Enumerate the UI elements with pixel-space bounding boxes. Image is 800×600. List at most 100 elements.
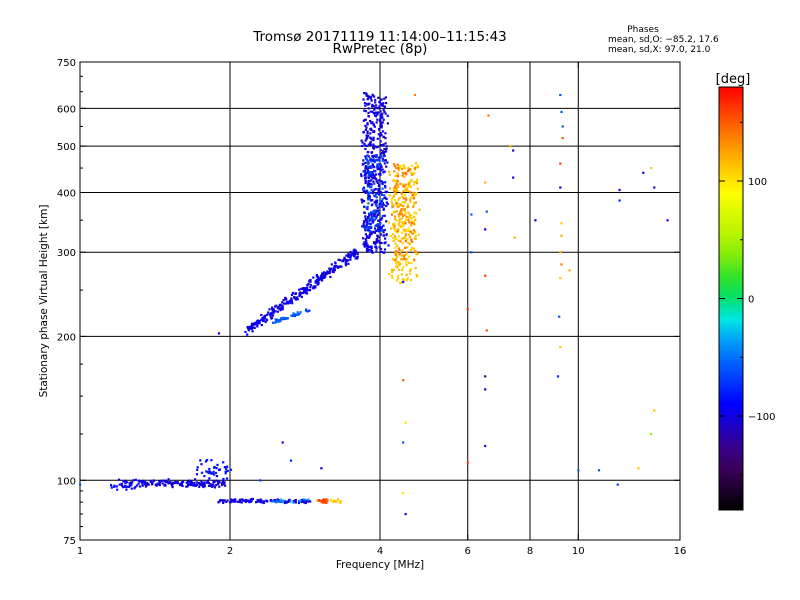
data-point bbox=[398, 166, 401, 169]
data-point bbox=[328, 271, 331, 275]
data-point bbox=[272, 500, 275, 503]
data-point bbox=[366, 244, 369, 247]
data-point bbox=[396, 163, 399, 166]
data-point bbox=[414, 234, 417, 238]
data-point bbox=[484, 228, 487, 231]
data-point bbox=[371, 251, 374, 254]
data-point bbox=[263, 316, 266, 319]
data-point bbox=[394, 246, 397, 249]
data-point bbox=[379, 110, 382, 113]
data-point bbox=[399, 240, 402, 243]
data-point bbox=[373, 231, 377, 234]
data-point bbox=[364, 233, 367, 236]
data-point bbox=[666, 219, 669, 222]
data-point bbox=[404, 258, 407, 261]
data-point bbox=[370, 186, 373, 189]
data-point bbox=[339, 265, 342, 268]
data-point bbox=[360, 173, 363, 176]
data-point bbox=[362, 159, 365, 162]
colorbar-label: [deg] bbox=[716, 72, 751, 87]
data-point bbox=[131, 481, 134, 484]
data-point bbox=[407, 169, 410, 173]
data-point bbox=[307, 498, 310, 501]
data-point bbox=[242, 499, 245, 502]
data-point bbox=[409, 279, 412, 282]
data-point bbox=[262, 500, 266, 503]
data-point bbox=[365, 244, 368, 247]
data-point bbox=[348, 254, 351, 257]
data-point bbox=[413, 93, 417, 97]
data-point bbox=[558, 315, 561, 318]
data-point bbox=[292, 501, 295, 504]
data-point bbox=[381, 159, 384, 162]
data-point bbox=[362, 237, 365, 240]
data-point bbox=[364, 118, 367, 121]
data-point bbox=[405, 198, 408, 201]
data-point bbox=[395, 252, 398, 255]
data-point bbox=[326, 499, 329, 502]
data-point bbox=[375, 196, 378, 199]
data-point bbox=[367, 202, 370, 205]
data-point bbox=[285, 501, 288, 504]
data-point bbox=[351, 253, 354, 256]
data-point bbox=[366, 122, 369, 125]
x-axis-label: Frequency [MHz] bbox=[336, 559, 424, 571]
data-point bbox=[223, 466, 226, 469]
data-point bbox=[214, 471, 218, 475]
data-point bbox=[559, 186, 562, 189]
data-point bbox=[286, 500, 290, 503]
data-point bbox=[408, 272, 412, 275]
data-point bbox=[410, 224, 413, 227]
data-point bbox=[401, 278, 404, 281]
data-point bbox=[381, 181, 384, 184]
data-point bbox=[335, 500, 338, 503]
data-point bbox=[403, 258, 406, 261]
data-point bbox=[262, 501, 265, 504]
data-point bbox=[164, 481, 167, 484]
data-point bbox=[407, 233, 411, 236]
data-point bbox=[407, 219, 410, 222]
data-point bbox=[402, 280, 405, 284]
data-point bbox=[392, 194, 395, 197]
data-point bbox=[407, 227, 410, 230]
data-point bbox=[367, 143, 370, 146]
data-point bbox=[405, 273, 408, 276]
data-point bbox=[383, 170, 386, 173]
data-point bbox=[560, 110, 563, 113]
data-point bbox=[301, 291, 305, 295]
data-point bbox=[405, 251, 408, 254]
data-point bbox=[405, 261, 408, 264]
data-point bbox=[380, 203, 383, 206]
data-point bbox=[370, 151, 373, 154]
data-point bbox=[205, 470, 208, 473]
data-point bbox=[401, 242, 404, 245]
data-point bbox=[395, 279, 399, 282]
data-point bbox=[367, 245, 370, 248]
data-point bbox=[215, 475, 218, 478]
data-point bbox=[392, 186, 396, 190]
chart-subtitle: RwPretec (8p) bbox=[333, 41, 428, 57]
data-point bbox=[385, 201, 388, 204]
data-point bbox=[332, 499, 335, 502]
data-point bbox=[400, 237, 403, 240]
data-point bbox=[396, 260, 400, 264]
data-point bbox=[318, 499, 321, 502]
data-point bbox=[399, 224, 402, 227]
data-point bbox=[152, 479, 155, 482]
data-point bbox=[222, 461, 225, 464]
data-point bbox=[329, 269, 332, 272]
data-point bbox=[321, 272, 324, 275]
data-point bbox=[403, 201, 406, 204]
data-point bbox=[267, 311, 270, 314]
data-point bbox=[369, 231, 372, 235]
data-point bbox=[180, 481, 183, 484]
data-point bbox=[401, 195, 404, 199]
data-point bbox=[226, 469, 229, 473]
data-point bbox=[253, 326, 256, 329]
data-point bbox=[375, 159, 378, 162]
data-point bbox=[365, 126, 368, 129]
data-point bbox=[195, 481, 198, 484]
data-point bbox=[229, 468, 233, 471]
data-point bbox=[224, 484, 227, 487]
data-point bbox=[367, 195, 370, 198]
